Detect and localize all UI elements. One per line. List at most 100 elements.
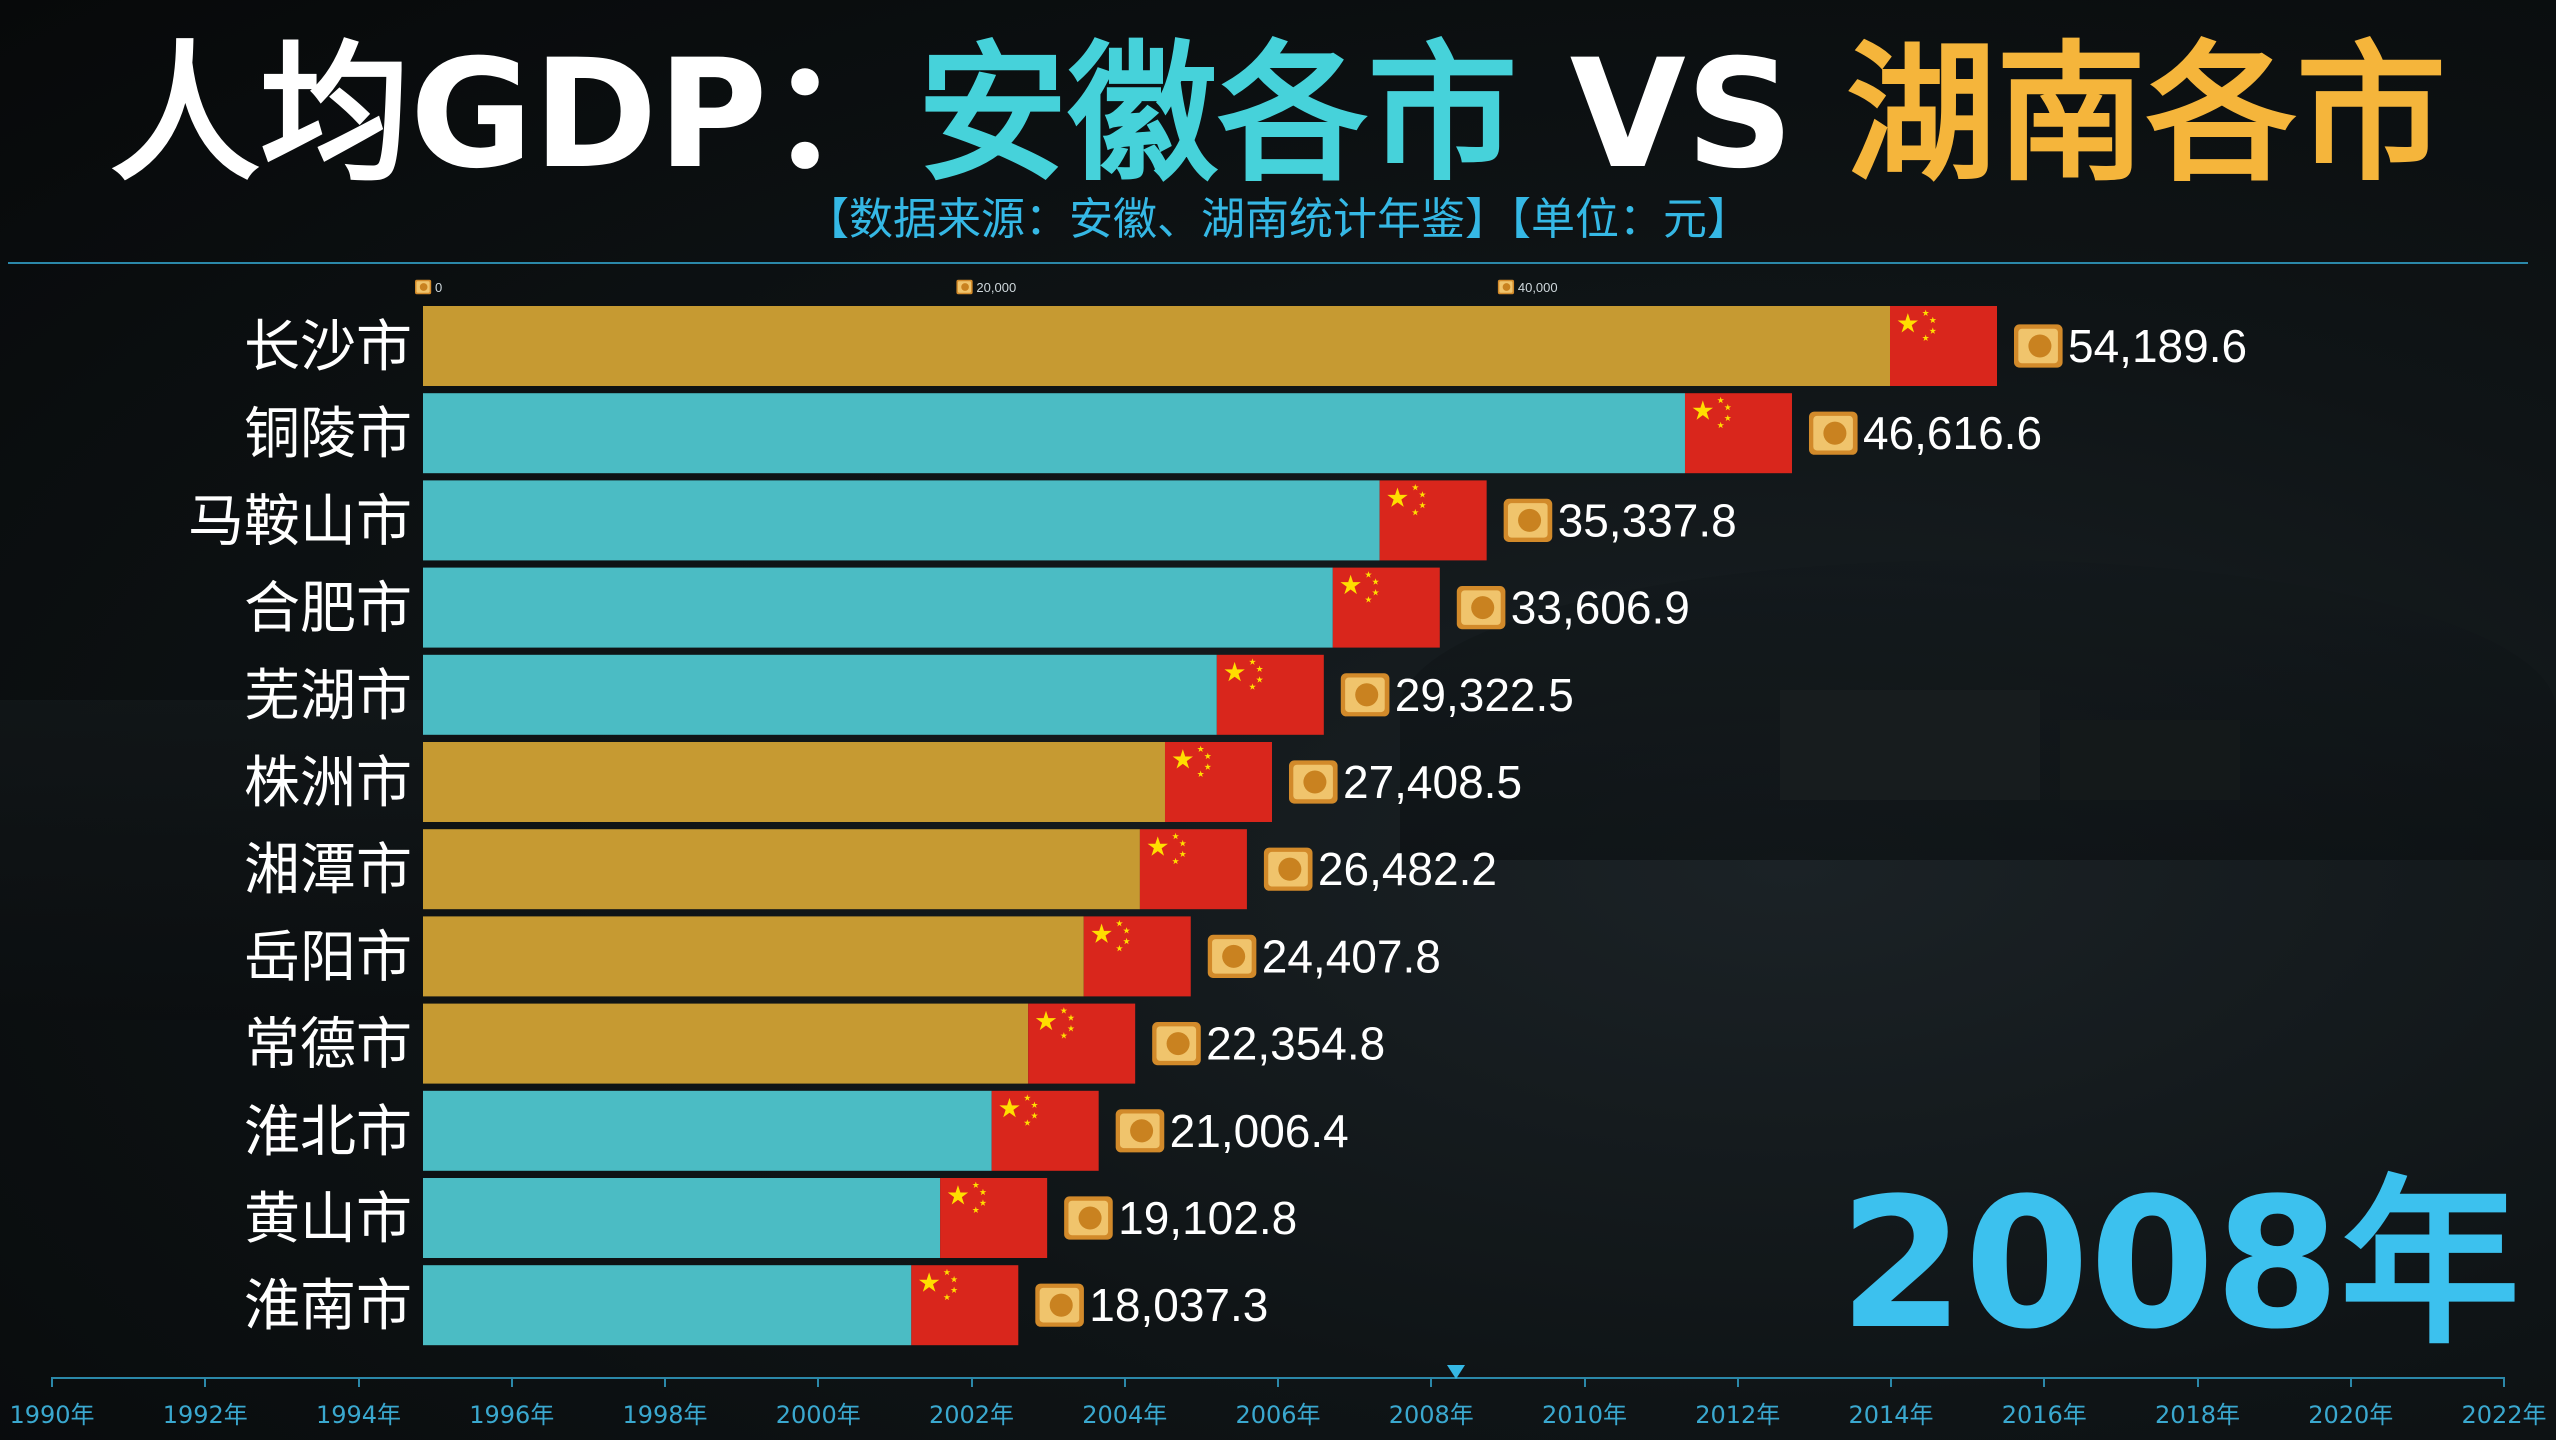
money-icon <box>1340 673 1390 717</box>
chart-subtitle: 【数据来源：安徽、湖南统计年鉴】【单位：元】 <box>805 194 1751 245</box>
timeline-tick <box>510 1377 513 1387</box>
bar <box>423 742 1165 822</box>
chart-title: 人均GDP：安徽各市 VS 湖南各市 <box>0 30 2556 200</box>
timeline-tick <box>204 1377 207 1387</box>
value-label: 26,482.2 <box>1318 843 1497 895</box>
timeline-tick <box>1890 1377 1892 1387</box>
money-icon <box>1503 498 1553 542</box>
timeline-year-label[interactable]: 2022年 <box>2461 1401 2547 1429</box>
china-flag-icon <box>1139 829 1247 910</box>
bar-chart: 0 20,000 40,000 长沙市 54,189.6 铜陵市 46,616.6 马鞍山市… <box>188 279 2247 1346</box>
year-label: 2008年 <box>1839 1160 2520 1369</box>
bar-row: 淮北市 21,006.4 <box>244 1090 1349 1171</box>
bar-row: 岳阳市 24,407.8 <box>244 916 1441 997</box>
timeline-year-label[interactable]: 2010年 <box>1541 1401 1628 1429</box>
value-label: 46,616.6 <box>1863 407 2042 459</box>
value-label: 22,354.8 <box>1206 1018 1385 1070</box>
timeline-tick <box>1736 1377 1739 1387</box>
bar <box>423 829 1140 910</box>
timeline-tick <box>51 1377 53 1387</box>
china-flag-icon <box>1083 916 1191 997</box>
timeline-year-label[interactable]: 1992年 <box>162 1401 248 1429</box>
timeline-position-marker[interactable] <box>1446 1365 1465 1379</box>
china-flag-icon <box>1164 742 1272 822</box>
category-label: 铜陵市 <box>244 402 412 467</box>
bar-row: 合肥市 33,606.9 <box>244 567 1690 648</box>
bar-row: 株洲市 27,408.5 <box>244 742 1522 822</box>
money-icon <box>1497 279 1515 295</box>
money-icon <box>956 279 973 295</box>
money-icon <box>1808 411 1858 455</box>
bar <box>423 1178 941 1258</box>
money-icon <box>1035 1283 1084 1327</box>
title-vs: VS <box>1517 28 1847 202</box>
timeline-year-label[interactable]: 2020年 <box>2308 1401 2394 1429</box>
axis-tick-label: 0 <box>435 280 442 295</box>
timeline-year-label[interactable]: 2014年 <box>1848 1401 1934 1429</box>
bar-row: 黄山市 19,102.8 <box>244 1178 1297 1258</box>
timeline-tick <box>2503 1377 2505 1387</box>
bar <box>423 393 1685 474</box>
category-label: 淮北市 <box>244 1100 412 1165</box>
timeline-year-label[interactable]: 2016年 <box>2001 1401 2087 1429</box>
bar <box>423 654 1217 735</box>
china-flag-icon <box>1379 480 1487 561</box>
china-flag-icon <box>1028 1003 1136 1084</box>
timeline-tick <box>1123 1377 1126 1387</box>
timeline-tick <box>2349 1377 2352 1387</box>
timeline-tick <box>1430 1377 1433 1387</box>
timeline-year-label[interactable]: 1996年 <box>469 1401 555 1429</box>
money-icon <box>2014 324 2063 368</box>
timeline-year-label[interactable]: 2006年 <box>1235 1401 1321 1429</box>
value-label: 54,189.6 <box>2068 320 2247 372</box>
timeline-tick <box>970 1377 973 1387</box>
title-anhui: 安徽各市 <box>917 28 1518 202</box>
title-hunan: 湖南各市 <box>1846 28 2447 202</box>
bar <box>423 1003 1029 1084</box>
bar-row: 淮南市 18,037.3 <box>244 1265 1268 1346</box>
value-label: 21,006.4 <box>1170 1105 1349 1157</box>
bar-row: 铜陵市 46,616.6 <box>244 393 2042 474</box>
axis: 0 20,000 40,000 <box>415 279 1558 295</box>
money-icon <box>1152 1022 1201 1066</box>
category-label: 芜湖市 <box>244 664 412 729</box>
money-icon <box>1263 847 1313 891</box>
value-label: 19,102.8 <box>1118 1192 1297 1244</box>
money-icon <box>1207 934 1257 978</box>
category-label: 长沙市 <box>244 315 412 380</box>
timeline-year-label[interactable]: 2008年 <box>1388 1401 1474 1429</box>
money-icon <box>1064 1196 1113 1240</box>
value-label: 33,606.9 <box>1511 582 1690 634</box>
bar-row: 长沙市 54,189.6 <box>244 306 2247 386</box>
value-label: 24,407.8 <box>1262 930 1441 982</box>
timeline-year-label[interactable]: 2004年 <box>1082 1401 1168 1429</box>
money-icon <box>1115 1109 1165 1153</box>
bars: 长沙市 54,189.6 铜陵市 46,616.6 马鞍山市 35,337.8 合肥市 33,… <box>188 306 2247 1346</box>
value-label: 35,337.8 <box>1558 494 1737 546</box>
bar-row: 湘潭市 26,482.2 <box>244 829 1497 910</box>
china-flag-icon <box>940 1178 1048 1258</box>
timeline-year-label[interactable]: 2012年 <box>1695 1401 1781 1429</box>
category-label: 常德市 <box>244 1013 412 1078</box>
category-label: 淮南市 <box>244 1274 412 1339</box>
timeline[interactable]: 1990年 1992年 1994年 1996年 1998年 2000年 2002年 2004年… <box>0 1365 2556 1440</box>
timeline-year-label[interactable]: 2002年 <box>928 1401 1015 1429</box>
bar <box>423 480 1380 561</box>
title-prefix: 人均GDP： <box>109 28 918 202</box>
timeline-year-label[interactable]: 1998年 <box>622 1401 708 1429</box>
china-flag-icon <box>1684 393 1792 474</box>
bar <box>423 916 1084 997</box>
timeline-tick <box>1583 1377 1586 1387</box>
timeline-tick <box>2196 1377 2199 1387</box>
timeline-year-label[interactable]: 2018年 <box>2154 1401 2241 1429</box>
timeline-year-label[interactable]: 2000年 <box>775 1401 861 1429</box>
china-flag-icon <box>991 1090 1099 1171</box>
bar-row: 常德市 22,354.8 <box>244 1003 1385 1084</box>
bar-row: 芜湖市 29,322.5 <box>244 654 1574 735</box>
china-flag-icon <box>1332 567 1440 648</box>
category-label: 湘潭市 <box>244 838 412 903</box>
category-label: 马鞍山市 <box>188 489 412 554</box>
value-label: 27,408.5 <box>1343 756 1522 808</box>
timeline-year-label[interactable]: 1990年 <box>9 1401 95 1429</box>
timeline-year-label[interactable]: 1994年 <box>315 1401 402 1429</box>
